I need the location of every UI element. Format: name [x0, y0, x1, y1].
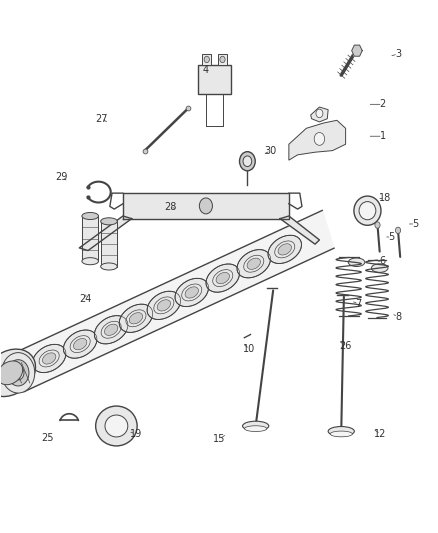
Circle shape	[375, 222, 380, 228]
Circle shape	[220, 56, 225, 62]
Polygon shape	[352, 45, 362, 56]
Ellipse shape	[119, 304, 153, 333]
Ellipse shape	[243, 421, 269, 431]
Ellipse shape	[0, 361, 23, 385]
Polygon shape	[12, 211, 334, 392]
Circle shape	[7, 360, 29, 386]
Ellipse shape	[354, 196, 381, 225]
Text: 12: 12	[374, 429, 387, 439]
Ellipse shape	[328, 426, 354, 436]
Ellipse shape	[206, 264, 240, 292]
Ellipse shape	[185, 287, 198, 298]
Circle shape	[316, 109, 323, 118]
Ellipse shape	[105, 415, 128, 437]
Text: 5: 5	[412, 219, 419, 229]
Circle shape	[2, 353, 35, 393]
Polygon shape	[123, 193, 289, 219]
Text: 3: 3	[395, 49, 401, 59]
Ellipse shape	[82, 213, 99, 220]
Ellipse shape	[278, 244, 291, 255]
Circle shape	[396, 227, 401, 233]
Polygon shape	[311, 107, 328, 122]
Polygon shape	[280, 216, 319, 244]
Text: 25: 25	[42, 433, 54, 443]
Ellipse shape	[64, 330, 97, 358]
Ellipse shape	[216, 272, 230, 284]
Circle shape	[314, 133, 325, 146]
Circle shape	[243, 156, 252, 166]
Polygon shape	[82, 216, 99, 261]
Circle shape	[12, 366, 24, 380]
Ellipse shape	[74, 338, 87, 350]
Text: 1: 1	[380, 131, 386, 141]
Ellipse shape	[244, 426, 267, 432]
Text: 27: 27	[95, 114, 107, 124]
Text: 18: 18	[379, 193, 391, 204]
Ellipse shape	[101, 263, 117, 270]
Ellipse shape	[348, 258, 365, 266]
Circle shape	[199, 198, 212, 214]
FancyBboxPatch shape	[198, 64, 231, 94]
Text: 28: 28	[164, 202, 176, 212]
Ellipse shape	[104, 324, 118, 335]
Ellipse shape	[330, 431, 353, 437]
Ellipse shape	[175, 278, 208, 306]
Ellipse shape	[268, 235, 301, 263]
Text: 19: 19	[130, 429, 142, 439]
Text: 10: 10	[244, 344, 256, 354]
Text: 26: 26	[339, 341, 352, 351]
Text: 29: 29	[56, 172, 68, 182]
Text: 24: 24	[80, 294, 92, 304]
Text: 5: 5	[389, 232, 395, 243]
Text: 2: 2	[380, 99, 386, 109]
Ellipse shape	[247, 258, 261, 269]
Ellipse shape	[371, 264, 388, 272]
Ellipse shape	[0, 349, 35, 397]
Ellipse shape	[32, 344, 66, 373]
Ellipse shape	[237, 249, 271, 278]
Polygon shape	[289, 120, 346, 160]
Polygon shape	[79, 216, 132, 251]
Ellipse shape	[42, 353, 56, 364]
Circle shape	[240, 152, 255, 171]
Text: 4: 4	[203, 65, 209, 75]
Text: 30: 30	[265, 146, 277, 156]
Circle shape	[204, 56, 209, 62]
Ellipse shape	[95, 316, 128, 344]
Ellipse shape	[82, 257, 99, 265]
Ellipse shape	[157, 300, 170, 311]
Text: 7: 7	[356, 298, 362, 309]
Ellipse shape	[101, 218, 117, 225]
FancyBboxPatch shape	[202, 54, 211, 64]
Polygon shape	[101, 221, 117, 266]
FancyBboxPatch shape	[218, 54, 227, 64]
Ellipse shape	[147, 291, 180, 319]
Text: 15: 15	[213, 434, 225, 445]
Ellipse shape	[95, 406, 137, 446]
Ellipse shape	[129, 313, 143, 324]
Ellipse shape	[359, 201, 376, 220]
Text: 8: 8	[395, 312, 401, 322]
Text: 6: 6	[380, 256, 386, 266]
